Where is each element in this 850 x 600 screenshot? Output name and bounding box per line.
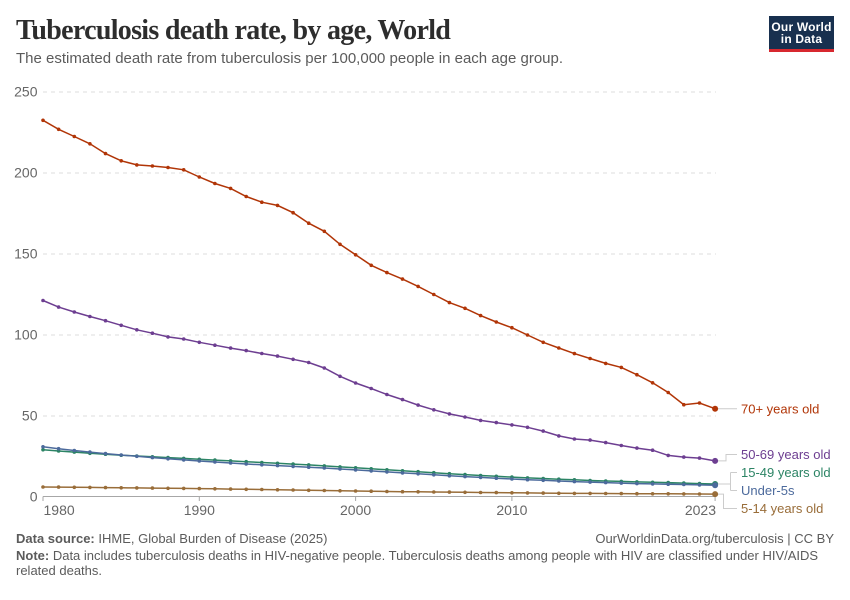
svg-text:Under-5s: Under-5s xyxy=(741,483,795,498)
svg-text:2010: 2010 xyxy=(496,502,527,518)
svg-text:5-14 years old: 5-14 years old xyxy=(741,501,823,516)
svg-text:250: 250 xyxy=(14,84,38,100)
svg-text:50-69 years old: 50-69 years old xyxy=(741,447,831,462)
svg-text:15-49 years old: 15-49 years old xyxy=(741,465,831,480)
svg-text:0: 0 xyxy=(30,489,38,505)
svg-text:2023: 2023 xyxy=(685,502,716,518)
svg-text:1980: 1980 xyxy=(44,502,75,518)
svg-text:70+ years old: 70+ years old xyxy=(741,402,819,417)
svg-text:50: 50 xyxy=(22,408,38,424)
svg-text:1990: 1990 xyxy=(184,502,215,518)
svg-text:200: 200 xyxy=(14,165,38,181)
svg-text:2000: 2000 xyxy=(340,502,371,518)
svg-text:100: 100 xyxy=(14,327,38,343)
svg-text:150: 150 xyxy=(14,246,38,262)
